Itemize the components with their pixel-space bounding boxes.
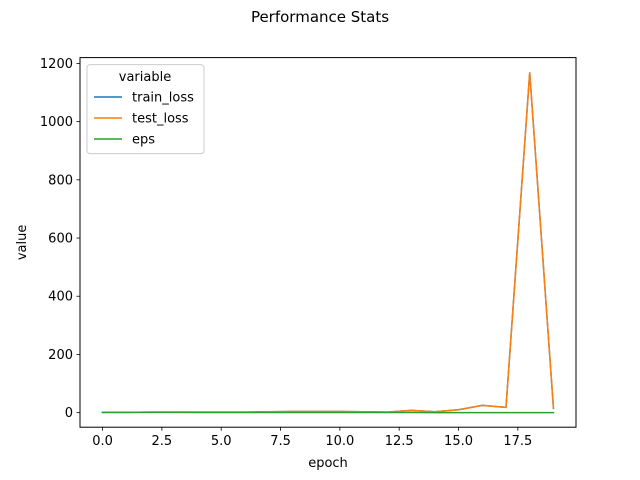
legend-label-train-loss: train_loss (132, 91, 194, 106)
x-tick-label: 7.5 (270, 434, 291, 449)
x-tick-label: 0.0 (92, 434, 113, 449)
y-tick-label: 600 (48, 232, 73, 247)
x-tick-label: 2.5 (152, 434, 173, 449)
y-tick-label: 400 (48, 290, 73, 305)
y-tick-label: 200 (48, 348, 73, 363)
y-axis-title: value (15, 225, 30, 261)
x-axis-title: epoch (308, 456, 348, 471)
y-tick-label: 1200 (40, 57, 73, 72)
x-tick-label: 10.0 (325, 434, 354, 449)
x-tick-label: 15.0 (444, 434, 473, 449)
legend-label-eps: eps (132, 133, 155, 148)
y-tick-label: 1000 (40, 115, 73, 130)
x-tick-label: 17.5 (503, 434, 532, 449)
legend-label-test-loss: test_loss (132, 112, 189, 127)
x-tick-label: 5.0 (211, 434, 232, 449)
y-tick-label: 0 (65, 406, 73, 421)
plot-frame (79, 57, 577, 428)
y-axis: 0 200 400 600 800 1000 1200 (40, 57, 80, 421)
x-axis: 0.0 2.5 5.0 7.5 10.0 12.5 15.0 17.5 (92, 427, 532, 449)
x-tick-label: 12.5 (385, 434, 414, 449)
legend-box (86, 64, 205, 155)
chart-title: Performance Stats (251, 8, 389, 26)
y-tick-label: 800 (48, 173, 73, 188)
plot-lines (101, 71, 555, 414)
legend-title: variable (119, 70, 171, 85)
